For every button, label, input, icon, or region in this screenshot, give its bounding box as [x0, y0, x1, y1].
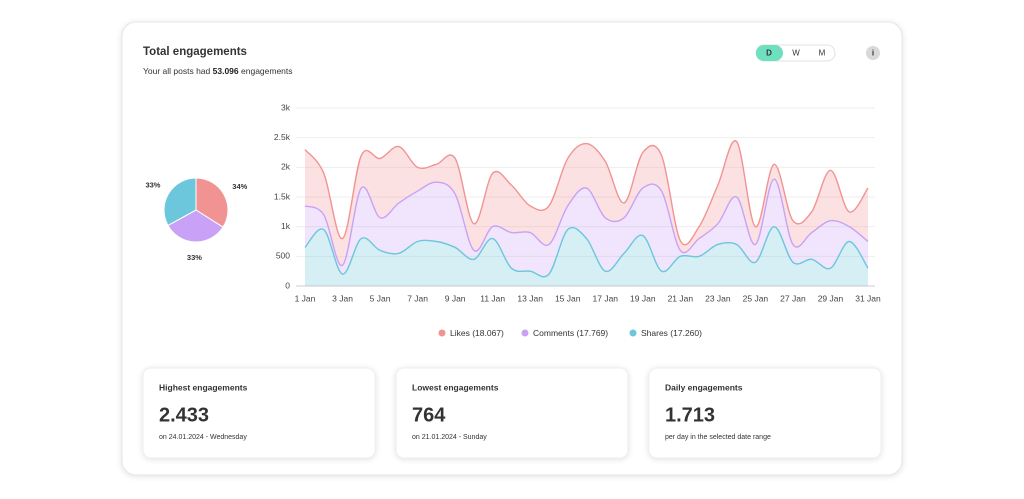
x-tick-label: 7 Jan: [407, 293, 428, 303]
subtitle-prefix: Your all posts had: [143, 66, 211, 76]
toggle-w[interactable]: W: [792, 49, 800, 58]
x-tick-label: 23 Jan: [705, 293, 731, 303]
x-tick-label: 31 Jan: [855, 293, 881, 303]
info-icon[interactable]: [866, 46, 880, 60]
toggle-active[interactable]: [756, 45, 783, 61]
title: Total engagements: [143, 46, 247, 58]
card-note: on 24.01.2024 - Wednesday: [159, 434, 247, 441]
card: [142, 367, 376, 459]
subtitle-suffix: engagements: [241, 66, 293, 76]
card: [648, 367, 882, 459]
x-tick-label: 17 Jan: [593, 293, 619, 303]
subtitle: Your all posts had 53.096 engagements: [143, 66, 293, 76]
area: [305, 140, 868, 266]
legend-label: Shares (17.260): [641, 328, 702, 338]
area-line: [304, 225, 869, 278]
card-note: per day in the selected date range: [665, 434, 771, 441]
pie-label: 33%: [145, 181, 160, 190]
x-tick-label: 21 Jan: [668, 293, 694, 303]
x-tick-label: 11 Jan: [480, 293, 505, 303]
y-tick-label: 1k: [281, 221, 291, 231]
area: [305, 226, 868, 286]
subtitle-value: 53.096: [213, 66, 239, 76]
area-line: [304, 178, 869, 266]
legend-swatch: [438, 329, 446, 337]
cards: Highest engagements 2.433 on 24.01.2024 …: [142, 367, 882, 459]
x-tick-label: 9 Jan: [445, 293, 466, 303]
x-tick-label: 13 Jan: [517, 293, 543, 303]
area-line: [304, 140, 869, 246]
y-tick-label: 1.5k: [274, 191, 291, 201]
card-value: 764: [412, 404, 446, 426]
x-tick-label: 25 Jan: [743, 293, 769, 303]
x-tick-label: 27 Jan: [780, 293, 806, 303]
card-note: on 21.01.2024 - Sunday: [412, 434, 487, 441]
legend-swatch: [521, 329, 529, 337]
y-tick-label: 0: [285, 280, 290, 290]
info-glyph[interactable]: i: [872, 49, 874, 58]
toggle-m[interactable]: M: [819, 49, 826, 58]
legend-label: Likes (18.067): [450, 328, 504, 338]
card-value: 1.713: [665, 404, 715, 426]
y-tick-label: 500: [276, 251, 290, 261]
card: [395, 367, 629, 459]
x-tick-label: 19 Jan: [630, 293, 656, 303]
pie-slice: [163, 177, 197, 227]
legend-swatch: [629, 329, 637, 337]
card-value: 2.433: [159, 404, 209, 426]
y-tick-label: 2k: [281, 162, 291, 172]
card-label: Highest engagements: [159, 382, 248, 392]
area: [305, 179, 868, 277]
x-tick-label: 3 Jan: [332, 293, 353, 303]
legend-label: Comments (17.769): [533, 328, 608, 338]
toggle-d[interactable]: D: [766, 49, 772, 58]
y-tick-label: 2.5k: [274, 132, 291, 142]
x-tick-label: 5 Jan: [370, 293, 391, 303]
card-label: Lowest engagements: [412, 382, 499, 392]
x-tick-label: 15 Jan: [555, 293, 581, 303]
pie-label: 34%: [232, 182, 247, 191]
toggle: D W M: [755, 44, 836, 62]
x-tick-label: 1 Jan: [295, 293, 316, 303]
x-tick-label: 29 Jan: [818, 293, 844, 303]
pie-label: 33%: [187, 253, 202, 262]
panel: [121, 21, 903, 476]
card-label: Daily engagements: [665, 382, 743, 392]
y-tick-label: 3k: [281, 102, 291, 112]
